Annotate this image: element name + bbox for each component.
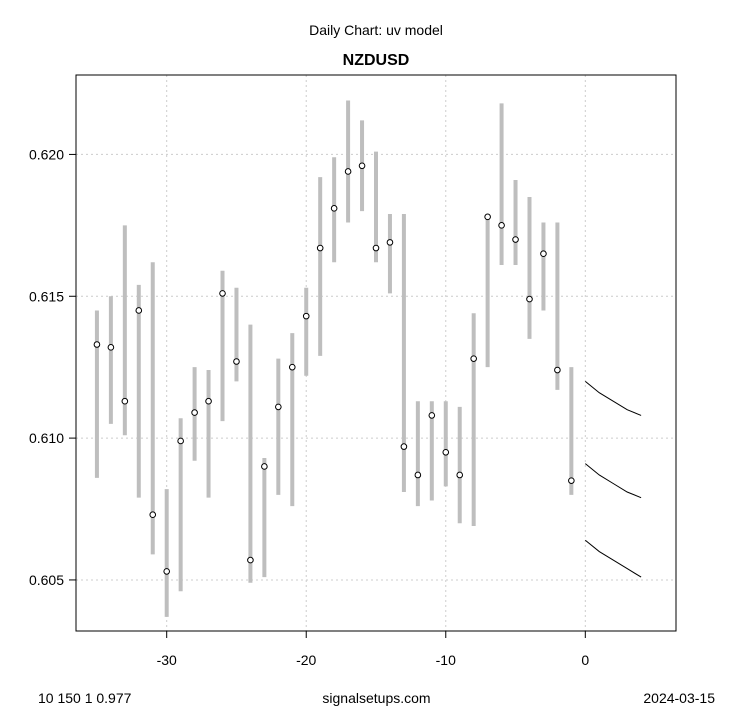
close-point — [554, 366, 561, 374]
footer-left: 10 150 1 0.977 — [38, 690, 132, 706]
close-point — [191, 409, 198, 416]
close-point — [414, 471, 422, 479]
x-tick-label: 0 — [581, 652, 589, 668]
y-axis: 0.605 0.610 0.615 0.620 — [29, 146, 77, 588]
close-point — [400, 443, 408, 450]
close-point — [233, 358, 240, 365]
close-points — [93, 162, 575, 575]
close-point — [149, 511, 157, 518]
footer-center: signalsetups.com — [322, 690, 431, 706]
close-point — [163, 568, 170, 575]
close-point — [275, 403, 282, 411]
range-bars — [94, 100, 574, 617]
close-point — [512, 236, 519, 243]
close-point — [107, 344, 115, 351]
close-point — [177, 437, 184, 445]
close-point — [135, 307, 143, 314]
x-axis: -30 -20 -10 0 — [157, 630, 589, 668]
projection-lines — [584, 380, 642, 578]
close-point — [205, 397, 212, 405]
close-point — [330, 205, 338, 212]
close-point — [302, 312, 310, 320]
close-point — [498, 222, 505, 229]
close-point — [247, 556, 254, 564]
close-point — [442, 448, 450, 456]
y-tick-label: 0.610 — [29, 430, 64, 446]
chart-title: NZDUSD — [343, 52, 410, 69]
close-point — [484, 213, 491, 221]
y-tick-label: 0.605 — [29, 572, 64, 588]
close-point — [568, 477, 575, 484]
x-tick-label: -20 — [296, 652, 316, 668]
x-tick-label: -30 — [157, 652, 177, 668]
x-tick-label: -10 — [436, 652, 456, 668]
chart-subtitle: Daily Chart: uv model — [309, 22, 443, 38]
close-point — [470, 355, 477, 362]
close-point — [456, 471, 464, 479]
close-point — [93, 341, 101, 348]
close-point — [219, 290, 226, 297]
close-point — [288, 363, 296, 371]
close-point — [372, 244, 380, 252]
projection-line — [584, 539, 642, 578]
projection-line — [584, 380, 642, 416]
footer-right: 2024-03-15 — [643, 690, 715, 706]
close-point — [540, 250, 547, 258]
close-point — [316, 244, 324, 252]
close-point — [386, 239, 394, 246]
close-point — [261, 463, 268, 470]
close-point — [344, 168, 352, 175]
projection-line — [584, 463, 642, 499]
close-point — [428, 412, 436, 419]
y-tick-label: 0.615 — [29, 288, 64, 304]
close-point — [358, 162, 366, 170]
y-tick-label: 0.620 — [29, 146, 64, 162]
close-point — [526, 295, 533, 303]
close-point — [121, 397, 129, 405]
